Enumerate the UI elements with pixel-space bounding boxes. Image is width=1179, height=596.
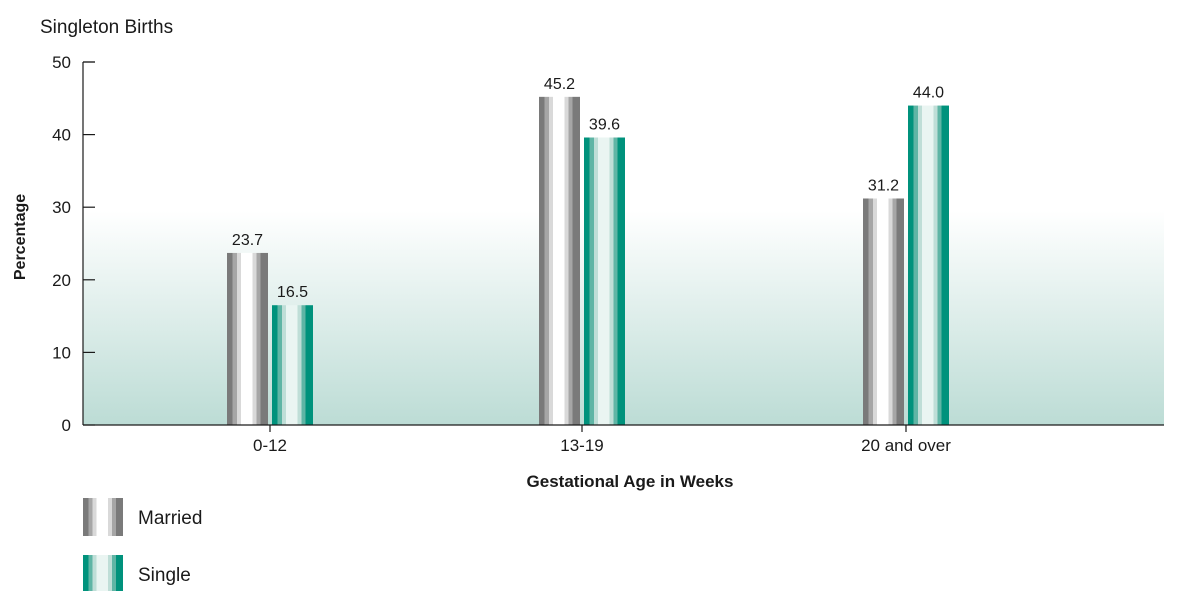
chart-title: Singleton Births	[40, 17, 173, 38]
bar-single-2	[584, 137, 625, 425]
legend-label-single: Single	[138, 565, 191, 586]
value-label-married-3: 31.2	[868, 177, 899, 194]
y-tick-label-40: 40	[52, 126, 71, 145]
y-tick-label-0: 0	[62, 416, 71, 435]
x-axis-label: Gestational Age in Weeks	[527, 472, 734, 491]
y-axis-label: Percentage	[12, 194, 29, 280]
bar-single-3	[908, 105, 949, 425]
bars-layer	[227, 96, 949, 426]
y-tick-label-30: 30	[52, 198, 71, 217]
x-tick-label-3: 20 and over	[861, 436, 951, 455]
y-tick-label-50: 50	[52, 53, 71, 72]
bar-married-3	[863, 198, 904, 425]
legend: Married Single	[83, 498, 202, 593]
value-label-married-1: 23.7	[232, 232, 263, 249]
y-tick-label-20: 20	[52, 271, 71, 290]
bar-married-1	[227, 252, 268, 425]
legend-swatch-married	[83, 498, 123, 536]
x-ticks-layer: 0-12 13-19 20 and over	[253, 425, 951, 455]
value-label-single-3: 44.0	[913, 85, 944, 102]
legend-label-married: Married	[138, 508, 202, 529]
x-tick-label-1: 0-12	[253, 436, 287, 455]
y-tick-label-10: 10	[52, 343, 71, 362]
value-label-married-2: 45.2	[544, 76, 575, 93]
bar-single-1	[272, 305, 313, 425]
value-label-single-1: 16.5	[277, 284, 308, 301]
legend-swatch-single	[83, 555, 123, 593]
value-label-single-2: 39.6	[589, 117, 620, 134]
x-tick-label-2: 13-19	[560, 436, 603, 455]
y-ticks-layer: 0 10 20 30 40 50	[52, 53, 95, 435]
value-labels-layer: 23.7 16.5 45.2 39.6 31.2 44.0	[232, 76, 944, 301]
bar-married-2	[539, 96, 580, 426]
